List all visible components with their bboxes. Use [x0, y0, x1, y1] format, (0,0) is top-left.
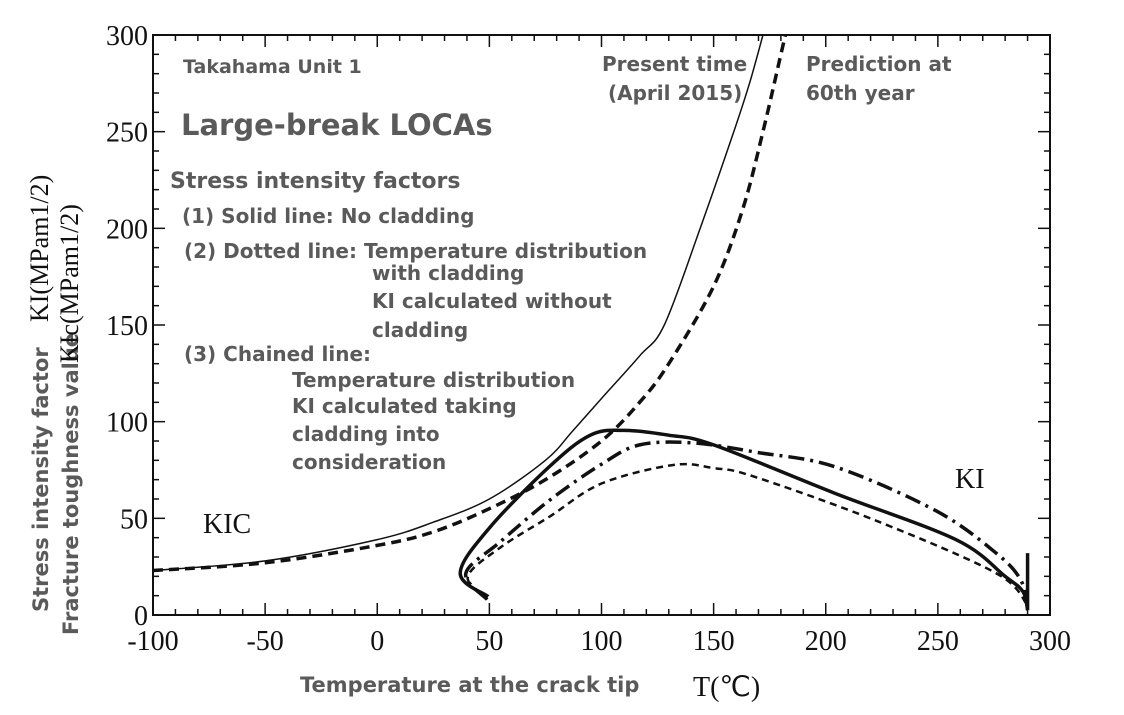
y-tick-labels: 0 50 100 150 200 250 300: [106, 21, 148, 632]
y-tick-label: 200: [106, 214, 148, 245]
prediction-label: Prediction at: [806, 52, 952, 76]
legend-line: (2) Dotted line: Temperature distributio…: [184, 239, 647, 263]
y-tick-label: 50: [120, 504, 148, 535]
x-tick-labels: -100 -50 0 50 100 150 200 250 300: [127, 626, 1071, 657]
ki-curve-label: KI: [955, 464, 985, 495]
legend-line: KI calculated taking: [292, 394, 517, 418]
x-tick-label: -50: [246, 626, 283, 657]
present-time-date: (April 2015): [608, 81, 742, 105]
scenario-label: Large-break LOCAs: [181, 108, 493, 142]
x-tick-label: 300: [1029, 626, 1071, 657]
present-time-label: Present time: [602, 52, 747, 76]
x-axis-symbol: T(℃): [693, 672, 760, 703]
series-line-solid-thick: [458, 428, 1030, 611]
y-axis-symbol-ki: KI(MPam1/2): [25, 175, 54, 322]
x-tick-label: 0: [370, 626, 384, 657]
x-tick-label: -100: [127, 626, 178, 657]
tick-marks: [152, 34, 1051, 616]
legend-line: Temperature distribution: [292, 368, 575, 392]
series-line-dashed-thick: [152, 34, 788, 573]
legend-heading: Stress intensity factors: [170, 169, 460, 194]
series-group: [152, 34, 1030, 611]
legend-line: with cladding: [372, 261, 524, 285]
series-line-dash-dot: [464, 440, 1030, 610]
legend-line: KI calculated without: [372, 289, 612, 313]
y-tick-label: 150: [106, 311, 148, 342]
legend-line: cladding: [372, 318, 468, 342]
legend-line: consideration: [292, 450, 446, 474]
prediction-year: 60th year: [806, 81, 915, 105]
y-tick-label: 300: [106, 21, 148, 52]
kic-curve-label: KIC: [203, 509, 251, 540]
plant-label: Takahama Unit 1: [183, 56, 362, 78]
series-line-solid-thin: [152, 34, 764, 572]
y-tick-label: 250: [106, 118, 148, 149]
y-axis-symbol-kic: KIc(MPam1/2): [55, 204, 84, 363]
legend-line: (1) Solid line: No cladding: [182, 204, 474, 228]
y-tick-label: 100: [106, 408, 148, 439]
x-axis-label: Temperature at the crack tip: [300, 673, 639, 697]
x-tick-label: 200: [805, 626, 847, 657]
legend-line: cladding into: [292, 422, 440, 446]
x-tick-label: 50: [475, 626, 503, 657]
x-tick-label: 150: [693, 626, 735, 657]
y-axis-label-ki: Stress intensity factor: [29, 347, 53, 612]
x-tick-label: 250: [917, 626, 959, 657]
y-tick-label: 0: [134, 601, 148, 632]
y-axis-label-kic: Fracture toughness value: [59, 333, 83, 635]
legend-line: (3) Chained line:: [184, 342, 371, 366]
x-tick-label: 100: [581, 626, 623, 657]
